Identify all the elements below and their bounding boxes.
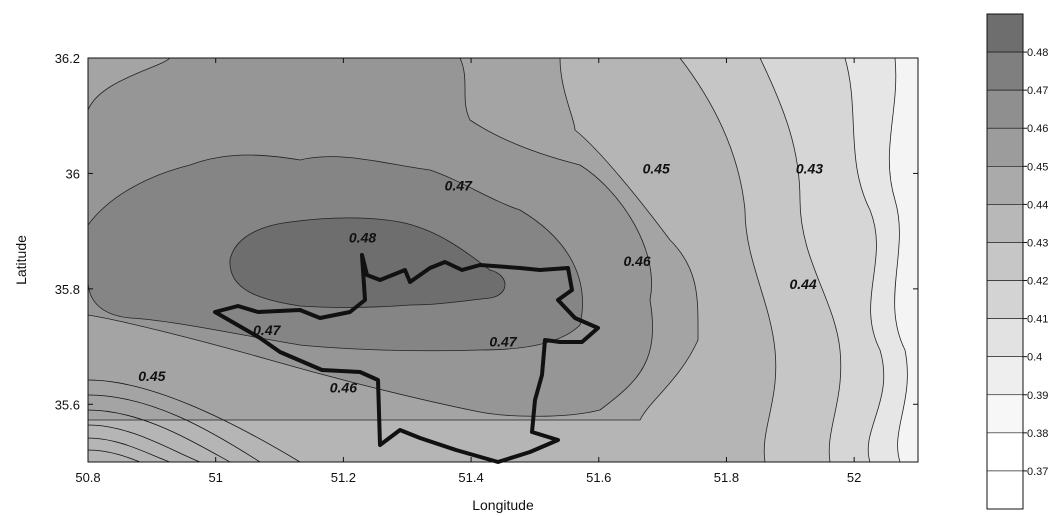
- colorbar-label: 0.41: [1027, 314, 1048, 326]
- y-tick-label: 35.8: [55, 282, 80, 297]
- colorbar-swatch: [986, 242, 1024, 281]
- contour-label: 0.48: [349, 230, 376, 246]
- x-tick-label: 51.2: [331, 470, 356, 485]
- colorbar: 0.48 0.47 0.46 0.45 0.44 0.43 0.42 0.41 0.4 0.39 0…: [986, 13, 1048, 510]
- contour-bands: [88, 58, 918, 462]
- contour-label: 0.47: [253, 322, 281, 338]
- colorbar-swatch: [986, 51, 1024, 91]
- x-tick-label: 50.8: [75, 470, 100, 485]
- colorbar-swatch: [986, 470, 1024, 510]
- colorbar-label: 0.39: [1027, 390, 1048, 402]
- colorbar-label: 0.48: [1027, 47, 1048, 59]
- y-tick-label: 36.2: [55, 51, 80, 66]
- contour-labels: 0.48 0.47 0.47 0.47 0.46 0.46 0.45 0.45 0.44 0.43: [138, 160, 823, 395]
- contour-label: 0.47: [445, 178, 473, 194]
- colorbar-label: 0.4: [1027, 352, 1042, 364]
- colorbar-label: 0.37: [1027, 466, 1048, 478]
- colorbar-label: 0.46: [1027, 123, 1048, 135]
- x-ticks: 50.8 51 51.2 51.4 51.6 51.8 52: [75, 58, 861, 485]
- y-tick-label: 36: [66, 166, 80, 181]
- x-tick-label: 51.8: [714, 470, 739, 485]
- y-axis-label: Latitude: [13, 235, 29, 285]
- colorbar-label: 0.38: [1027, 428, 1048, 440]
- contour-label: 0.47: [489, 334, 517, 350]
- contour-line: [88, 449, 141, 462]
- colorbar-label: 0.45: [1027, 161, 1048, 173]
- contour-line: [88, 394, 261, 462]
- colorbar-label: 0.44: [1027, 199, 1048, 211]
- colorbar-swatch: [986, 394, 1024, 434]
- y-ticks: 36.2 36 35.8 35.6: [55, 51, 918, 412]
- contour-label: 0.44: [789, 276, 816, 292]
- x-tick-label: 51: [208, 470, 222, 485]
- colorbar-swatch: [986, 318, 1024, 357]
- band-049: [229, 217, 506, 308]
- x-tick-label: 52: [847, 470, 861, 485]
- colorbar-swatch: [986, 89, 1024, 129]
- colorbar-swatch: [986, 356, 1024, 396]
- contour-label: 0.45: [643, 160, 670, 176]
- contour-label: 0.46: [623, 253, 650, 269]
- contour-label: 0.43: [796, 160, 823, 176]
- contour-label: 0.46: [330, 380, 357, 396]
- colorbar-frame: [986, 13, 1024, 510]
- colorbar-label: 0.43: [1027, 237, 1048, 249]
- x-axis-label: Longitude: [472, 497, 534, 513]
- colorbar-swatch: [986, 13, 1024, 53]
- colorbar-swatch: [986, 280, 1024, 319]
- colorbar-label: 0.47: [1027, 85, 1048, 97]
- region-boundary: [213, 253, 600, 464]
- x-tick-label: 51.6: [586, 470, 611, 485]
- contour-line: [88, 379, 301, 462]
- x-tick-label: 51.4: [458, 470, 483, 485]
- colorbar-swatch: [986, 432, 1024, 472]
- colorbar-swatch: [986, 166, 1024, 205]
- y-tick-label: 35.6: [55, 397, 80, 412]
- plot-frame: [87, 57, 919, 463]
- contour-label: 0.45: [138, 368, 165, 384]
- colorbar-swatch: [986, 127, 1024, 167]
- contour-line: [88, 437, 171, 462]
- colorbar-label: 0.42: [1027, 276, 1048, 288]
- colorbar-swatch: [986, 204, 1024, 243]
- contour-line: [88, 409, 231, 462]
- bottom-left-contours: [88, 379, 301, 462]
- contour-line: [88, 424, 201, 462]
